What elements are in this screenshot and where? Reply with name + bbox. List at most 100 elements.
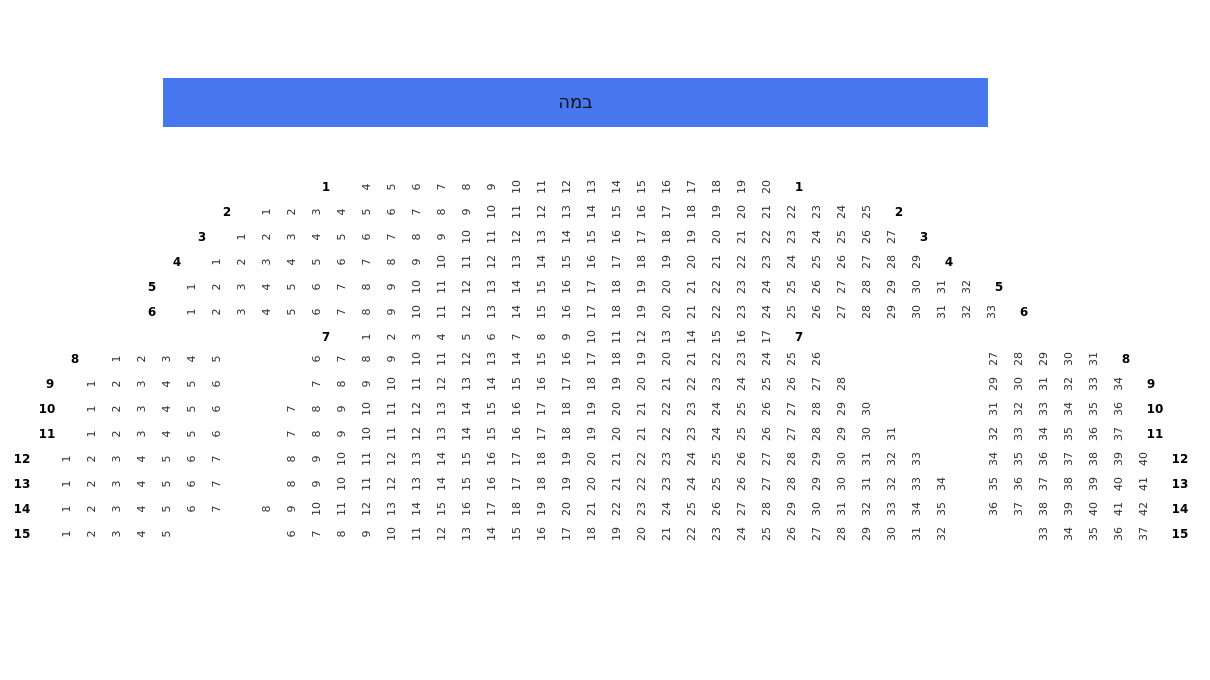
seat[interactable]: 34: [986, 452, 1000, 466]
seat[interactable]: 33: [1011, 427, 1025, 441]
seat[interactable]: 23: [684, 402, 698, 416]
seat[interactable]: 4: [134, 480, 148, 488]
seat[interactable]: 7: [284, 405, 298, 413]
seat[interactable]: 20: [684, 255, 698, 269]
seat[interactable]: 5: [284, 283, 298, 291]
seat[interactable]: 23: [709, 527, 723, 541]
seat[interactable]: 20: [734, 205, 748, 219]
seat[interactable]: 18: [534, 477, 548, 491]
seat[interactable]: 19: [609, 377, 623, 391]
seat[interactable]: 23: [709, 377, 723, 391]
seat[interactable]: 18: [684, 205, 698, 219]
seat[interactable]: 32: [1061, 377, 1075, 391]
seat[interactable]: 22: [659, 427, 673, 441]
seat[interactable]: 29: [834, 427, 848, 441]
seat[interactable]: 11: [484, 230, 498, 244]
seat[interactable]: 22: [709, 305, 723, 319]
seat[interactable]: 22: [709, 352, 723, 366]
seat[interactable]: 32: [884, 452, 898, 466]
seat[interactable]: 7: [209, 480, 223, 488]
seat[interactable]: 23: [759, 255, 773, 269]
seat[interactable]: 6: [359, 233, 373, 241]
seat[interactable]: 14: [534, 255, 548, 269]
seat[interactable]: 10: [459, 230, 473, 244]
seat[interactable]: 19: [634, 305, 648, 319]
seat[interactable]: 30: [859, 427, 873, 441]
seat[interactable]: 19: [684, 230, 698, 244]
seat[interactable]: 8: [334, 380, 348, 388]
seat[interactable]: 7: [284, 430, 298, 438]
seat[interactable]: 27: [759, 452, 773, 466]
seat[interactable]: 10: [334, 452, 348, 466]
seat[interactable]: 4: [184, 355, 198, 363]
seat[interactable]: 26: [809, 352, 823, 366]
seat[interactable]: 6: [309, 355, 323, 363]
seat[interactable]: 33: [1036, 527, 1050, 541]
seat[interactable]: 3: [309, 208, 323, 216]
seat[interactable]: 12: [434, 377, 448, 391]
seat[interactable]: 18: [559, 427, 573, 441]
seat[interactable]: 37: [1136, 527, 1150, 541]
seat[interactable]: 31: [934, 280, 948, 294]
seat[interactable]: 36: [1036, 452, 1050, 466]
seat[interactable]: 10: [309, 502, 323, 516]
seat[interactable]: 28: [884, 255, 898, 269]
seat[interactable]: 29: [909, 255, 923, 269]
seat[interactable]: 26: [784, 377, 798, 391]
seat[interactable]: 18: [509, 502, 523, 516]
seat[interactable]: 19: [559, 452, 573, 466]
seat[interactable]: 24: [784, 255, 798, 269]
seat[interactable]: 5: [459, 333, 473, 341]
seat[interactable]: 17: [509, 452, 523, 466]
seat[interactable]: 11: [384, 402, 398, 416]
seat[interactable]: 2: [209, 308, 223, 316]
seat[interactable]: 7: [309, 530, 323, 538]
seat[interactable]: 19: [709, 205, 723, 219]
seat[interactable]: 13: [434, 427, 448, 441]
seat[interactable]: 24: [834, 205, 848, 219]
seat[interactable]: 23: [659, 452, 673, 466]
seat[interactable]: 7: [509, 333, 523, 341]
seat[interactable]: 22: [634, 452, 648, 466]
seat[interactable]: 30: [909, 305, 923, 319]
seat[interactable]: 16: [559, 352, 573, 366]
seat[interactable]: 8: [434, 208, 448, 216]
seat[interactable]: 3: [109, 530, 123, 538]
seat[interactable]: 31: [1086, 352, 1100, 366]
seat[interactable]: 1: [234, 233, 248, 241]
seat[interactable]: 23: [634, 502, 648, 516]
seat[interactable]: 23: [659, 477, 673, 491]
seat[interactable]: 12: [484, 255, 498, 269]
seat[interactable]: 8: [534, 333, 548, 341]
seat[interactable]: 8: [359, 308, 373, 316]
seat[interactable]: 34: [1036, 427, 1050, 441]
seat[interactable]: 35: [1086, 527, 1100, 541]
seat[interactable]: 19: [559, 477, 573, 491]
seat[interactable]: 1: [259, 208, 273, 216]
seat[interactable]: 5: [284, 308, 298, 316]
seat[interactable]: 12: [409, 402, 423, 416]
seat[interactable]: 7: [384, 233, 398, 241]
seat[interactable]: 37: [1111, 427, 1125, 441]
seat[interactable]: 3: [159, 355, 173, 363]
seat[interactable]: 14: [509, 280, 523, 294]
seat[interactable]: 19: [634, 352, 648, 366]
seat[interactable]: 9: [409, 258, 423, 266]
seat[interactable]: 6: [309, 283, 323, 291]
seat[interactable]: 31: [834, 502, 848, 516]
seat[interactable]: 15: [634, 180, 648, 194]
seat[interactable]: 2: [284, 208, 298, 216]
seat[interactable]: 9: [459, 208, 473, 216]
seat[interactable]: 28: [759, 502, 773, 516]
seat[interactable]: 32: [959, 280, 973, 294]
seat[interactable]: 25: [709, 477, 723, 491]
seat[interactable]: 21: [709, 255, 723, 269]
seat[interactable]: 31: [986, 402, 1000, 416]
seat[interactable]: 36: [1086, 427, 1100, 441]
seat[interactable]: 8: [309, 430, 323, 438]
seat[interactable]: 19: [584, 402, 598, 416]
seat[interactable]: 3: [134, 430, 148, 438]
seat[interactable]: 13: [559, 205, 573, 219]
seat[interactable]: 34: [909, 502, 923, 516]
seat[interactable]: 5: [309, 258, 323, 266]
